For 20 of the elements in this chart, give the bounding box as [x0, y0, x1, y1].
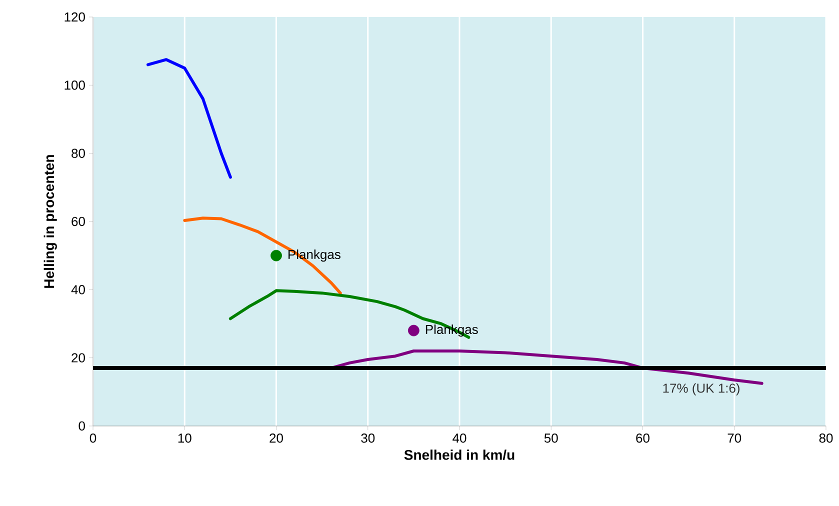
y-tick-label: 0 — [78, 421, 85, 431]
x-tick-label: 40 — [452, 434, 466, 443]
x-tick-label: 70 — [728, 434, 742, 443]
x-tick-label: 80 — [819, 434, 833, 443]
y-tick-label: 80 — [72, 148, 85, 158]
x-tick-label: 0 — [90, 434, 96, 443]
ref-line-label: 17% (UK 1:6) — [663, 383, 740, 396]
line-series — [183, 216, 342, 295]
y-tick-label: 60 — [72, 216, 85, 226]
y-tick-label: 120 — [64, 12, 85, 22]
y-tick-label: 20 — [72, 353, 85, 362]
x-tick-label: 60 — [636, 434, 650, 443]
x-tick-label: 50 — [544, 434, 558, 443]
x-tick-label: 30 — [361, 434, 375, 443]
y-axis-title: Helling in procenten — [44, 155, 57, 288]
y-tick-label: 40 — [71, 285, 85, 294]
x-axis-title: Snelheid in km/u — [404, 450, 514, 460]
y-tick-label: 100 — [64, 80, 85, 90]
x-tick-label: 10 — [178, 434, 192, 443]
x-tick-label: 20 — [270, 434, 283, 443]
